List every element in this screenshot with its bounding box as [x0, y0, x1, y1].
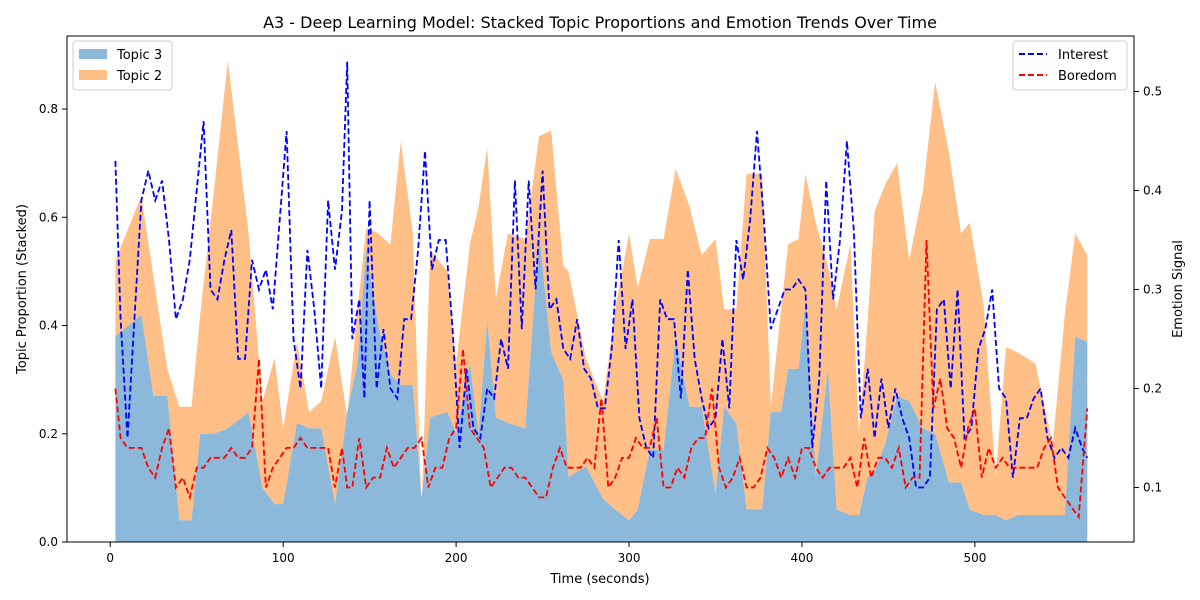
- emotion-lines: [114, 61, 1089, 520]
- x-axis-label: Time (seconds): [549, 572, 649, 587]
- x-tick-label: 300: [618, 551, 641, 565]
- legend-topic3-swatch: [79, 49, 107, 59]
- legend-topics: Topic 3 Topic 2: [72, 40, 173, 91]
- y-tick-label: 0.0: [39, 535, 58, 549]
- y2-tick-label: 0.2: [1143, 382, 1162, 396]
- legend-interest-label: Interest: [1058, 48, 1108, 63]
- legend-topic3-label: Topic 3: [116, 48, 162, 63]
- stacked-areas: [115, 60, 1088, 542]
- legend-boredom-label: Boredom: [1058, 69, 1117, 84]
- y-axis-label: Topic Proportion (Stacked): [15, 204, 30, 375]
- y-tick-label: 0.4: [39, 319, 58, 333]
- y-tick-label: 0.2: [39, 427, 58, 441]
- boredom-line: [114, 239, 1089, 520]
- x-tick-label: 200: [445, 551, 468, 565]
- y2-tick-label: 0.5: [1143, 84, 1162, 98]
- y2-tick-label: 0.3: [1143, 282, 1162, 296]
- x-axis: 0 100 200 300 400 500: [106, 542, 986, 565]
- y-tick-label: 0.6: [39, 210, 58, 224]
- legend-topic2-label: Topic 2: [116, 69, 162, 84]
- x-tick-label: 500: [963, 551, 986, 565]
- y2-axis-label: Emotion Signal: [1171, 240, 1186, 338]
- y-axis-right: 0.1 0.2 0.3 0.4 0.5: [1134, 84, 1162, 495]
- x-tick-label: 400: [791, 551, 814, 565]
- plot-area: [114, 60, 1089, 542]
- x-tick-label: 100: [272, 551, 295, 565]
- topic3-area: [115, 233, 1088, 542]
- chart-title: A3 - Deep Learning Model: Stacked Topic …: [263, 13, 937, 32]
- y-axis-left: 0.0 0.2 0.4 0.6 0.8: [39, 102, 67, 549]
- topic2-area: [115, 60, 1088, 521]
- x-tick-label: 0: [106, 551, 114, 565]
- y-tick-label: 0.8: [39, 102, 58, 116]
- legend-emotions: Interest Boredom: [1012, 40, 1128, 91]
- legend-topic2-swatch: [79, 70, 107, 80]
- y2-tick-label: 0.4: [1143, 183, 1162, 197]
- y2-tick-label: 0.1: [1143, 481, 1162, 495]
